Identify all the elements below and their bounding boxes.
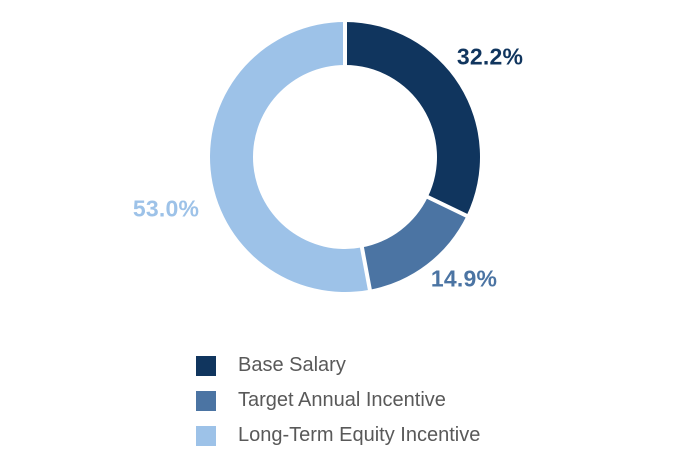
donut-segment-0 xyxy=(345,22,480,216)
donut-segment-2 xyxy=(210,22,370,292)
segment-pct-label-target-annual-incentive: 14.9% xyxy=(430,265,498,292)
segment-pct-label-long-term-equity-incentive: 53.0% xyxy=(132,195,200,222)
segment-separator xyxy=(359,244,373,294)
legend-swatch-target-annual-incentive xyxy=(196,390,216,411)
legend-label-long-term-equity-incentive: Long-Term Equity Incentive xyxy=(238,424,481,446)
chart-legend: Base Salary Target Annual Incentive Long… xyxy=(196,354,480,447)
legend-item-long-term-equity-incentive: Long-Term Equity Incentive xyxy=(196,424,480,447)
legend-label-target-annual-incentive: Target Annual Incentive xyxy=(238,389,446,411)
legend-swatch-long-term-equity-incentive xyxy=(196,425,216,446)
segment-separator xyxy=(424,193,471,219)
segment-pct-label-base-salary: 32.2% xyxy=(456,43,524,70)
donut-segment-1 xyxy=(361,197,467,290)
legend-item-base-salary: Base Salary xyxy=(196,354,480,377)
legend-swatch-base-salary xyxy=(196,355,216,376)
legend-label-base-salary: Base Salary xyxy=(238,354,346,376)
legend-item-target-annual-incentive: Target Annual Incentive xyxy=(196,389,480,412)
